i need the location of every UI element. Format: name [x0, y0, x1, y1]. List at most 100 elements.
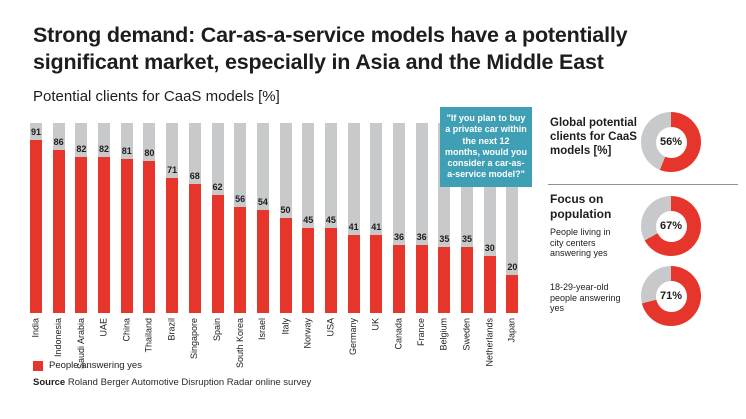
bar-fill [211, 195, 224, 313]
bar-value-label: 36 [416, 231, 427, 242]
young-people-label: 18-29-year-old people answering yes [550, 282, 621, 313]
bar-fill [347, 235, 360, 313]
bar-column: 36 Canada [393, 123, 405, 350]
bar-chart: 91 India 86 Indonesia 82 Saudi Arabia 82 UAE 81 C… [30, 123, 519, 369]
bar-fill [143, 161, 156, 313]
donut-global-clients: 56% [641, 112, 701, 172]
bar-country-label: France [416, 318, 427, 347]
legend-swatch-red [33, 360, 43, 371]
bar-column: 45 Norway [302, 123, 315, 349]
bar-fill [188, 183, 201, 313]
donut-city-value: 67% [655, 210, 687, 242]
bar-fill [415, 244, 428, 313]
bar-country-label: Israel [257, 318, 268, 341]
bar-value-label: 20 [507, 262, 518, 272]
source-line: Source Roland Berger Automotive Disrupti… [33, 377, 311, 388]
bar-column: 41 UK [370, 123, 383, 331]
donut-young-people: 71% [641, 266, 701, 326]
bar-country-label: Canada [393, 318, 404, 350]
bar-column: 62 Spain [211, 123, 224, 341]
bar-fill [302, 227, 315, 313]
bar-country-label: Sweden [461, 318, 472, 351]
bar-country-label: Indonesia [53, 318, 64, 358]
bar-column: 91 India [30, 123, 42, 338]
bar-country-label: Brazil [166, 318, 177, 341]
bar-country-label: UK [370, 318, 381, 331]
survey-question-callout: "If you plan to buy a private car within… [440, 107, 532, 187]
bar-fill [393, 244, 405, 313]
bar-column: 86 Indonesia [52, 123, 65, 357]
bar-fill [52, 149, 65, 313]
bar-column: 54 Israel [256, 123, 269, 340]
bar-column: 41 Germany [347, 123, 360, 355]
bar-fill [120, 159, 133, 313]
bar-country-label: Norway [302, 318, 313, 349]
bar-value-label: 54 [257, 197, 268, 208]
bar-fill [370, 235, 383, 313]
bar-country-label: China [121, 318, 132, 342]
bar-value-label: 45 [325, 214, 336, 225]
bar-value-label: 82 [99, 144, 110, 155]
bar-fill [461, 246, 474, 313]
bar-column: 68 Singapore [188, 123, 201, 359]
page-title: Strong demand: Car-as-a-service models h… [33, 23, 628, 74]
bar-value-label: 71 [167, 165, 178, 176]
bar-column: 82 UAE [98, 123, 111, 337]
bar-country-label: Japan [506, 318, 517, 343]
bar-value-label: 82 [76, 144, 87, 155]
bar-fill [483, 256, 496, 313]
bar-country-label: UAE [98, 318, 109, 337]
global-clients-label: Global potential clients for CaaS models… [550, 117, 637, 157]
bar-value-label: 36 [393, 231, 405, 242]
bar-column: 82 Saudi Arabia [75, 123, 88, 369]
bar-value-label: 86 [53, 136, 64, 147]
bar-fill [279, 218, 292, 313]
bar-column: 56 South Korea [234, 123, 247, 368]
bar-value-label: 41 [348, 222, 359, 233]
donut-youth-value: 71% [655, 280, 687, 312]
source-text: Roland Berger Automotive Disruption Rada… [67, 377, 312, 388]
bar-value-label: 35 [462, 233, 473, 244]
bar-fill [506, 275, 519, 313]
bar-value-label: 68 [189, 170, 200, 181]
bar-country-label: Thailand [143, 318, 154, 353]
city-centers-label: People living in city centers answering … [550, 227, 611, 258]
bar-value-label: 41 [371, 222, 382, 233]
bar-fill [234, 206, 247, 313]
bar-fill [166, 178, 179, 313]
bar-value-label: 80 [144, 148, 155, 158]
bar-value-label: 50 [280, 205, 291, 215]
bar-country-label: India [30, 318, 41, 338]
bar-value-label: 45 [303, 214, 314, 225]
bar-fill [30, 140, 42, 313]
donut-global-percent: 56% [659, 136, 683, 148]
bar-fill [75, 157, 88, 313]
bar-fill [256, 210, 269, 313]
bar-column: 36 France [415, 123, 428, 346]
donut-global-value: 56% [655, 126, 687, 158]
bar-column: 71 Brazil [166, 123, 179, 341]
bar-country-label: USA [325, 318, 336, 337]
bar-fill [438, 246, 451, 313]
bar-country-label: Germany [348, 318, 359, 356]
bar-country-label: Netherlands [484, 318, 495, 367]
bar-country-label: Spain [212, 318, 222, 342]
bar-value-label: 91 [30, 127, 42, 138]
bar-country-label: South Korea [234, 318, 245, 369]
focus-population-heading: Focus on population [550, 192, 612, 221]
bar-value-label: 35 [439, 233, 450, 244]
bar-value-label: 56 [235, 193, 246, 204]
chart-legend: People answering yes [33, 360, 142, 371]
donut-youth-percent: 71% [659, 290, 683, 302]
donut-city-percent: 67% [659, 220, 683, 232]
bar-fill [98, 157, 111, 313]
donut-city-centers: 67% [641, 196, 701, 256]
bar-country-label: Italy [280, 318, 291, 335]
bar-column: 81 China [120, 123, 133, 342]
legend-label: People answering yes [49, 360, 142, 371]
bar-value-label: 30 [484, 243, 495, 253]
section-divider [548, 184, 738, 185]
bar-country-label: Singapore [189, 318, 200, 360]
bar-value-label: 62 [212, 182, 223, 193]
